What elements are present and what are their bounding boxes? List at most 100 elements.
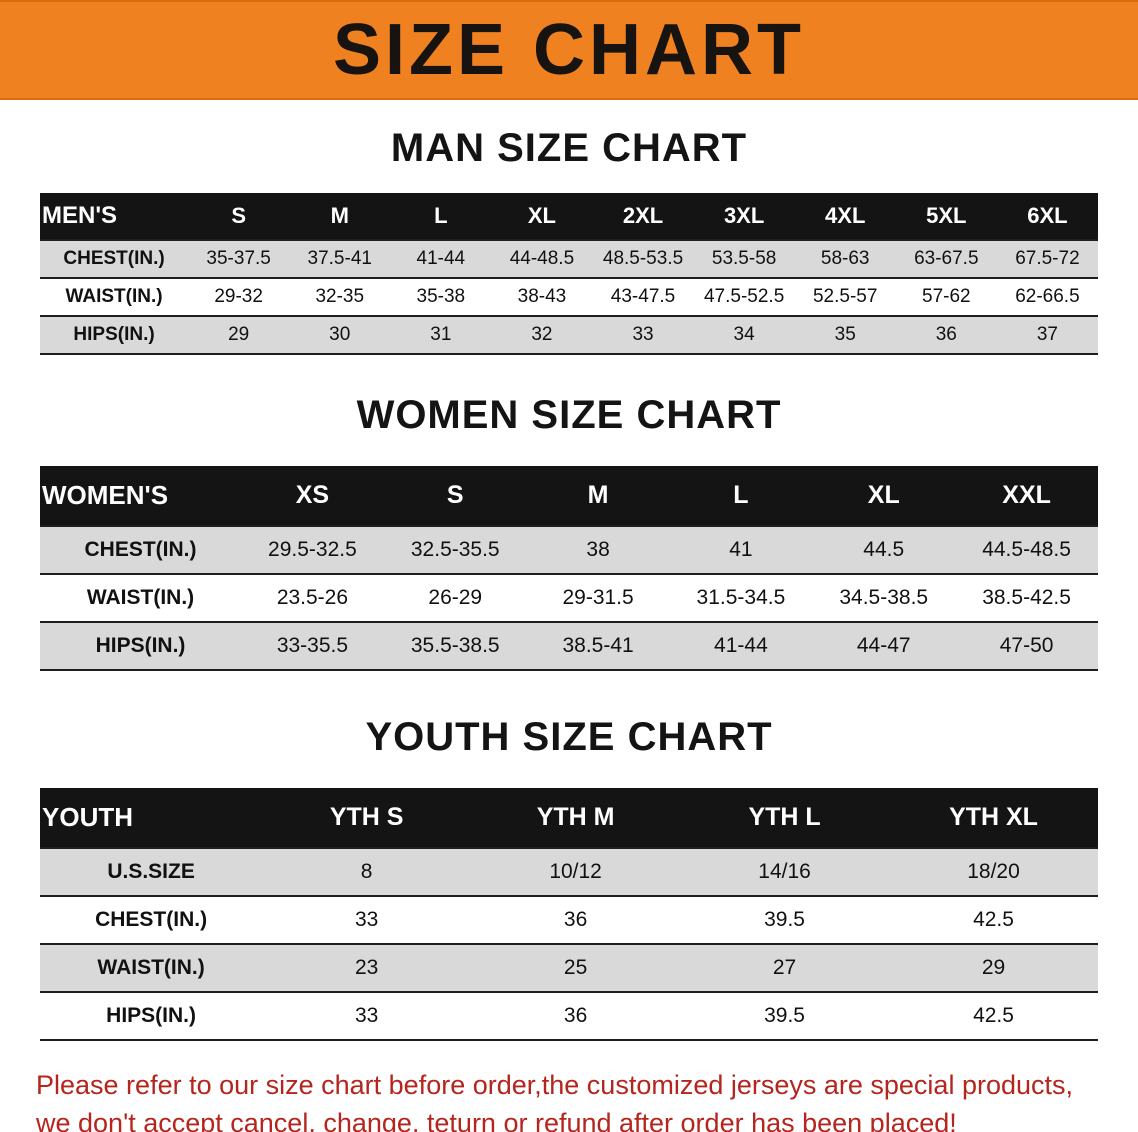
- table-row: HIPS(IN.) 29 30 31 32 33 34 35 36 37: [40, 316, 1098, 354]
- size-chart-banner: SIZE CHART: [0, 0, 1138, 100]
- man-size-chart-heading: MAN SIZE CHART: [390, 126, 748, 170]
- size-value: 44-48.5: [509, 248, 575, 269]
- size-column-header: XL: [867, 481, 900, 509]
- size-value: 10/12: [549, 860, 602, 883]
- size-column-header: YTH M: [536, 803, 615, 831]
- table-row: CHEST(IN.) 35-37.5 37.5-41 41-44 44-48.5 48.5…: [40, 240, 1098, 278]
- header-row: YOUTH YTH S YTH M YTH L YTH XL: [40, 788, 1098, 848]
- size-value: 31.5-34.5: [696, 586, 786, 609]
- size-value: 67.5-72: [1015, 248, 1080, 269]
- row-label: WAIST(IN.): [86, 586, 195, 609]
- row-label: HIPS(IN.): [106, 1004, 196, 1027]
- size-column-header: 2XL: [622, 203, 664, 228]
- size-value: 29: [981, 956, 1006, 979]
- size-value: 42.5: [973, 908, 1014, 931]
- row-label: CHEST(IN.): [63, 248, 165, 269]
- men-size-table: MEN'S S M L XL 2XL 3XL 4XL 5XL 6XL CHEST(IN.) 35-37…: [40, 193, 1098, 355]
- table-row: CHEST(IN.) 33 36 39.5 42.5: [40, 896, 1098, 944]
- size-value: 43-47.5: [610, 286, 676, 307]
- size-value: 39.5: [764, 908, 805, 931]
- order-policy-line-2: we don't accept cancel, change, teturn o…: [36, 1107, 957, 1132]
- size-column-header: XS: [295, 481, 330, 509]
- size-column-header: M: [330, 203, 349, 228]
- size-value: 35.5-38.5: [410, 634, 500, 657]
- size-value: 62-66.5: [1015, 286, 1080, 307]
- row-label: WAIST(IN.): [97, 956, 205, 979]
- table-corner-label: WOMEN'S: [42, 480, 169, 510]
- size-column-header: S: [231, 203, 246, 228]
- size-value: 36: [563, 1004, 588, 1027]
- table-row: CHEST(IN.) 29.5-32.5 32.5-35.5 38 41 44.5 44.5…: [40, 526, 1098, 574]
- size-column-header: S: [446, 481, 464, 509]
- size-value: 41: [729, 538, 753, 561]
- size-value: 44-47: [856, 634, 911, 657]
- women-size-table: WOMEN'S XS S M L XL XXL CHEST(IN.) 29.5-32.5 32.5…: [40, 466, 1098, 671]
- size-column-header: YTH S: [329, 803, 404, 831]
- row-label: WAIST(IN.): [65, 286, 163, 307]
- size-value: 53.5-58: [711, 248, 777, 269]
- size-value: 30: [329, 324, 351, 345]
- size-column-header: XXL: [1002, 481, 1051, 509]
- row-label: CHEST(IN.): [95, 908, 208, 931]
- size-value: 8: [360, 860, 373, 883]
- size-value: 36: [935, 324, 957, 345]
- size-value: 38-43: [517, 286, 567, 307]
- size-value: 29-31.5: [562, 586, 634, 609]
- size-value: 33-35.5: [276, 634, 349, 657]
- size-value: 32.5-35.5: [410, 538, 500, 561]
- size-column-header: YTH XL: [949, 803, 1038, 831]
- size-column-header: M: [587, 481, 609, 509]
- size-value: 41-44: [714, 634, 768, 657]
- size-value: 47.5-52.5: [703, 286, 785, 307]
- table-row: WAIST(IN.) 29-32 32-35 35-38 38-43 43-47.5 47.…: [40, 278, 1098, 316]
- size-value: 25: [563, 956, 588, 979]
- size-value: 35: [834, 324, 856, 345]
- size-value: 29: [228, 324, 250, 345]
- youth-size-table: YOUTH YTH S YTH M YTH L YTH XL U.S.SIZE 8 10/12…: [40, 788, 1098, 1041]
- size-value: 39.5: [764, 1004, 805, 1027]
- size-value: 47-50: [999, 634, 1054, 657]
- size-column-header: L: [733, 481, 749, 509]
- size-column-header: 6XL: [1027, 203, 1068, 228]
- size-value: 23: [354, 956, 379, 979]
- size-column-header: 4XL: [825, 203, 866, 228]
- size-value: 14/16: [758, 860, 811, 883]
- size-value: 42.5: [973, 1004, 1014, 1027]
- size-value: 63-67.5: [914, 248, 979, 269]
- row-label: HIPS(IN.): [73, 324, 155, 345]
- size-value: 33: [354, 908, 379, 931]
- women-size-chart-heading: WOMEN SIZE CHART: [356, 393, 782, 437]
- size-value: 35-38: [416, 286, 466, 307]
- size-value: 32: [531, 324, 553, 345]
- size-value: 34.5-38.5: [839, 586, 929, 609]
- size-value: 38.5-42.5: [982, 586, 1071, 609]
- order-policy-line-1: Please refer to our size chart before or…: [36, 1070, 1074, 1100]
- size-value: 18/20: [967, 860, 1020, 883]
- row-label: CHEST(IN.): [84, 538, 197, 561]
- size-value: 32-35: [315, 286, 365, 307]
- size-value: 48.5-53.5: [602, 248, 684, 269]
- row-label: U.S.SIZE: [107, 860, 195, 883]
- table-row: WAIST(IN.) 23.5-26 26-29 29-31.5 31.5-34.5 34…: [40, 574, 1098, 622]
- size-value: 34: [733, 324, 755, 345]
- size-value: 27: [772, 956, 797, 979]
- table-corner-label: MEN'S: [42, 202, 118, 229]
- size-value: 33: [354, 1004, 379, 1027]
- header-row: MEN'S S M L XL 2XL 3XL 4XL 5XL 6XL: [40, 193, 1098, 240]
- banner-title: SIZE CHART: [333, 10, 805, 90]
- row-label: HIPS(IN.): [95, 634, 186, 657]
- size-value: 35-37.5: [206, 248, 271, 269]
- table-row: HIPS(IN.) 33 36 39.5 42.5: [40, 992, 1098, 1040]
- size-column-header: 5XL: [926, 203, 967, 228]
- size-column-header: YTH L: [748, 803, 821, 831]
- size-value: 37.5-41: [307, 248, 372, 269]
- size-value: 38: [586, 538, 610, 561]
- size-value: 58-63: [820, 248, 870, 269]
- size-value: 29-32: [214, 286, 263, 307]
- header-row: WOMEN'S XS S M L XL XXL: [40, 466, 1098, 526]
- size-value: 38.5-41: [562, 634, 634, 657]
- order-policy-note: Please refer to our size chart before or…: [36, 1067, 1102, 1132]
- size-value: 44.5-48.5: [982, 538, 1071, 561]
- size-column-header: L: [434, 203, 448, 228]
